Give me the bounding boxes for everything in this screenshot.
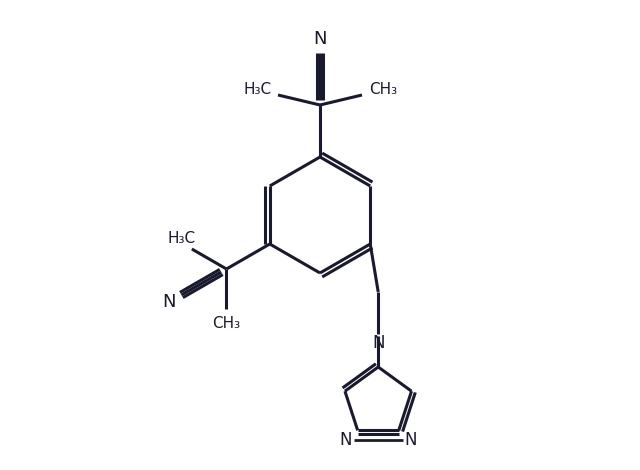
Text: N: N: [404, 431, 417, 449]
Text: N: N: [313, 30, 327, 48]
Text: N: N: [372, 334, 385, 352]
Text: H₃C: H₃C: [168, 230, 195, 245]
Text: CH₃: CH₃: [369, 81, 397, 96]
Text: N: N: [163, 293, 176, 311]
Text: H₃C: H₃C: [244, 81, 272, 96]
Text: CH₃: CH₃: [212, 315, 241, 330]
Text: N: N: [339, 431, 352, 449]
